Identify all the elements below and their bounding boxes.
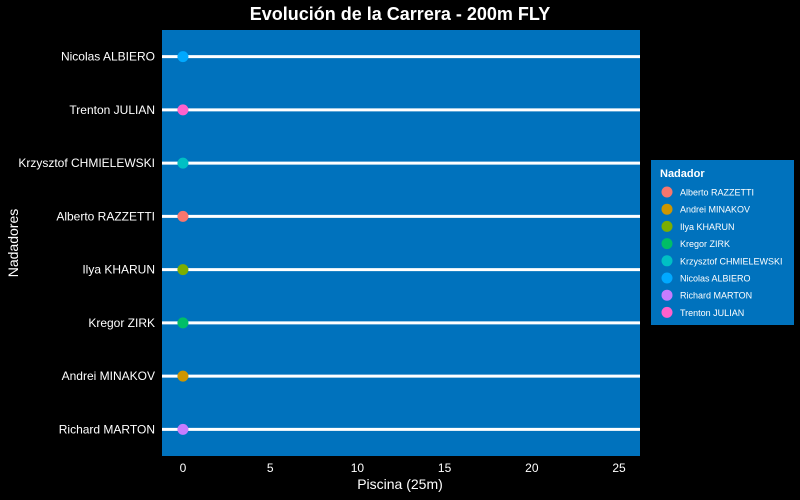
- x-tick-label: 25: [612, 461, 626, 475]
- lane-lines: [162, 55, 640, 431]
- swimmer-point: [177, 264, 189, 276]
- y-axis-title: Nadadores: [5, 209, 21, 278]
- legend-label: Trenton JULIAN: [680, 308, 744, 318]
- y-tick-label: Alberto RAZZETTI: [56, 209, 155, 223]
- legend-swatch: [661, 306, 673, 318]
- legend-box: [651, 160, 794, 325]
- legend-label: Andrei MINAKOV: [680, 205, 750, 215]
- y-tick-label: Richard MARTON: [59, 422, 155, 436]
- y-tick-label: Andrei MINAKOV: [62, 369, 155, 383]
- chart-title: Evolución de la Carrera - 200m FLY: [250, 4, 550, 24]
- y-tick-label: Kregor ZIRK: [88, 316, 155, 330]
- y-tick-label: Ilya KHARUN: [82, 263, 155, 277]
- swimmer-points: [177, 51, 189, 435]
- legend-label: Richard MARTON: [680, 291, 752, 301]
- x-tick-labels: 0 5 10 15 20 25: [180, 461, 626, 475]
- swimmer-point: [177, 370, 189, 382]
- x-tick-label: 15: [438, 461, 452, 475]
- legend-swatch: [661, 238, 673, 250]
- legend-title: Nadador: [660, 168, 705, 180]
- swimmer-point: [177, 157, 189, 169]
- legend-label: Kregor ZIRK: [680, 239, 730, 249]
- y-tick-label: Trenton JULIAN: [69, 103, 155, 117]
- legend-swatch: [661, 220, 673, 232]
- legend-items: Alberto RAZZETTI Andrei MINAKOV Ilya KHARU…: [661, 186, 783, 318]
- swimmer-point: [177, 104, 189, 116]
- y-tick-label: Nicolas ALBIERO: [61, 50, 155, 64]
- y-tick-labels: Nicolas ALBIERO Trenton JULIAN Krzysztof C…: [18, 50, 155, 437]
- legend-label: Krzysztof CHMIELEWSKI: [680, 256, 783, 266]
- legend-swatch: [661, 289, 673, 301]
- x-axis-title: Piscina (25m): [357, 476, 443, 492]
- legend-label: Nicolas ALBIERO: [680, 274, 751, 284]
- swimmer-point: [177, 423, 189, 435]
- legend-swatch: [661, 272, 673, 284]
- swimmer-point: [177, 210, 189, 222]
- legend-swatch: [661, 255, 673, 267]
- legend-swatch: [661, 186, 673, 198]
- legend-label: Ilya KHARUN: [680, 222, 735, 232]
- y-tick-label: Krzysztof CHMIELEWSKI: [18, 156, 155, 170]
- x-tick-label: 0: [180, 461, 187, 475]
- x-tick-label: 20: [525, 461, 539, 475]
- x-tick-label: 10: [351, 461, 365, 475]
- plot-panel: [162, 30, 640, 456]
- swimmer-point: [177, 51, 189, 63]
- legend: Nadador Alberto RAZZETTI Andrei MINAKOV Il…: [651, 160, 794, 325]
- swimmer-point: [177, 317, 189, 329]
- legend-label: Alberto RAZZETTI: [680, 188, 754, 198]
- x-tick-label: 5: [267, 461, 274, 475]
- legend-swatch: [661, 203, 673, 215]
